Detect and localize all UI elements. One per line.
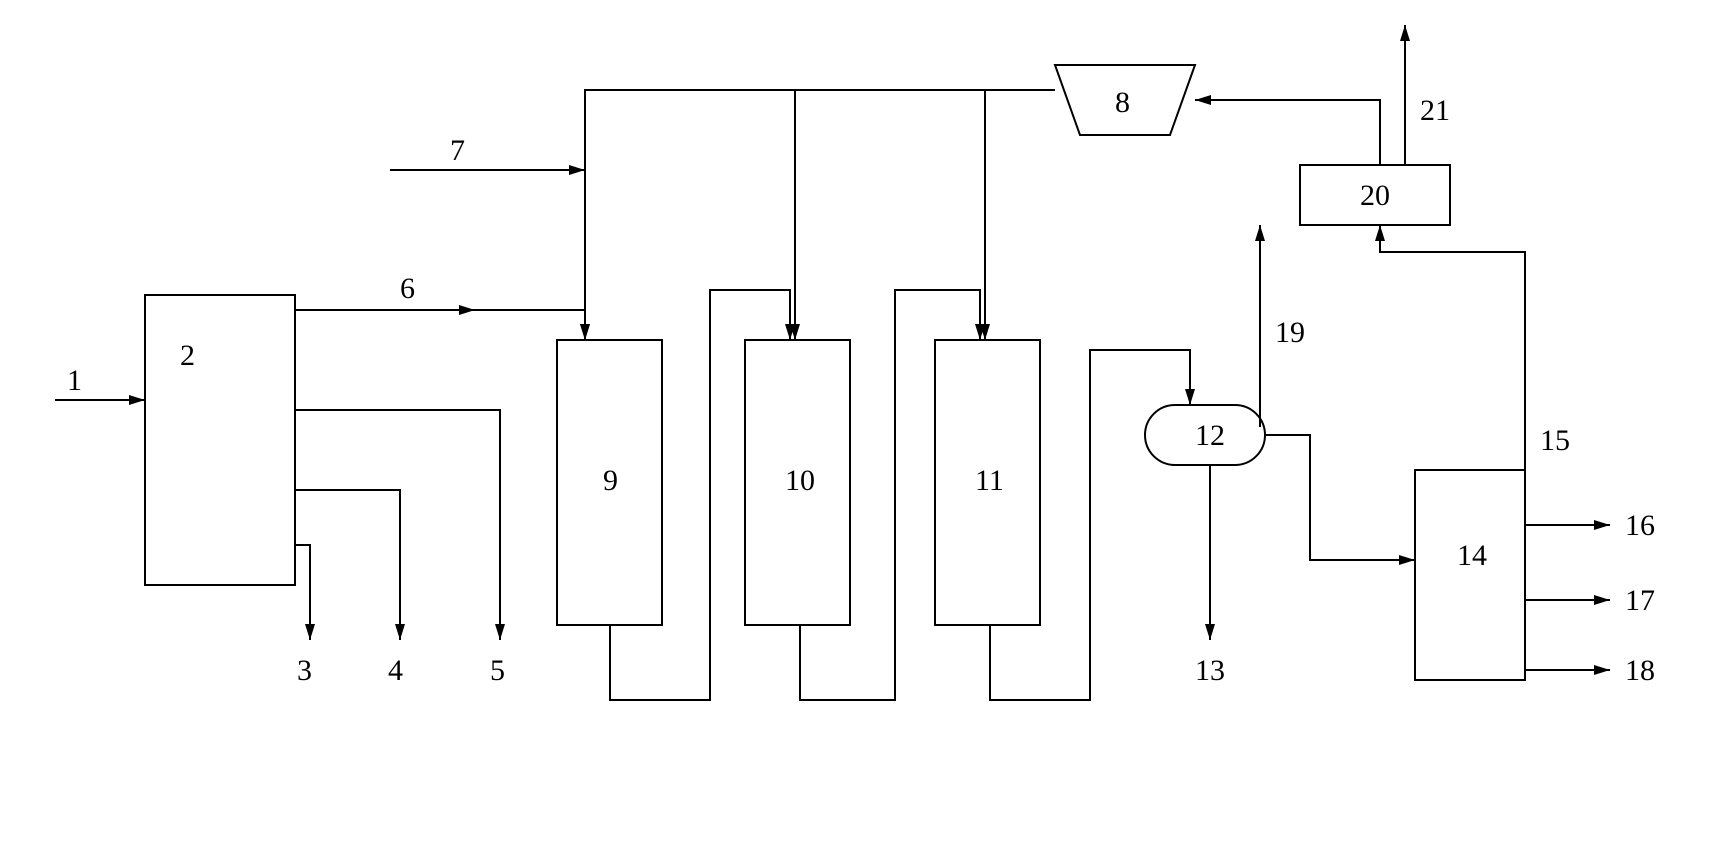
node-label-n11: 11: [975, 464, 1004, 497]
edge-e15: [1380, 225, 1525, 470]
edge-label-e6: 6: [400, 272, 415, 305]
node-label-n20: 20: [1360, 179, 1390, 212]
node-label-n12: 12: [1195, 419, 1225, 452]
node-n2: [145, 295, 295, 585]
edge-label-e13: 13: [1195, 654, 1225, 687]
edge-u9-10: [610, 290, 790, 700]
edge-label-e18: 18: [1625, 654, 1655, 687]
node-label-n9: 9: [603, 464, 618, 497]
edge-u11-12: [990, 350, 1190, 700]
edge-e20up: [1300, 100, 1380, 165]
edge-label-e17: 17: [1625, 584, 1655, 617]
edge-label-e3: 3: [297, 654, 312, 687]
node-label-n8: 8: [1115, 86, 1130, 119]
node-n14: [1415, 470, 1525, 680]
edge-e5: [295, 410, 500, 640]
edge-label-e19: 19: [1275, 316, 1305, 349]
node-label-n10: 10: [785, 464, 815, 497]
node-label-n14: 14: [1457, 539, 1487, 572]
edge-e12-14: [1265, 435, 1415, 560]
node-label-n2: 2: [180, 339, 195, 372]
edge-label-e1: 1: [67, 364, 82, 397]
edge-u10-11: [800, 290, 980, 700]
edge-label-e16: 16: [1625, 509, 1655, 542]
edge-label-e5: 5: [490, 654, 505, 687]
edge-label-e7: 7: [450, 134, 465, 167]
edge-label-e4: 4: [388, 654, 403, 687]
edge-label-e21: 21: [1420, 94, 1450, 127]
edge-e6: [295, 310, 585, 340]
edge-label-e15: 15: [1540, 424, 1570, 457]
